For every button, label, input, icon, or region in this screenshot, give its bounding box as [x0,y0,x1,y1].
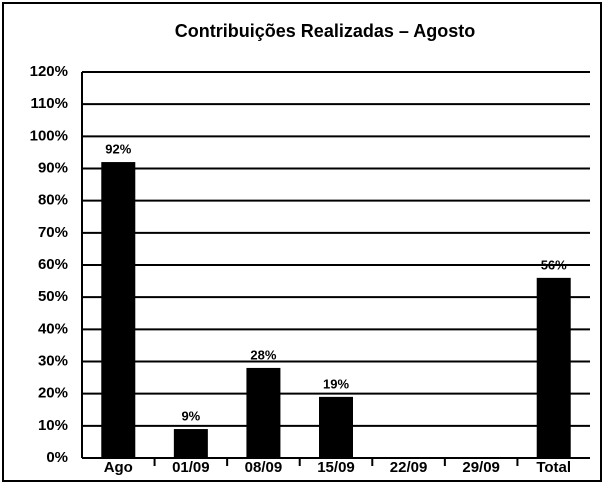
y-tick-label: 50% [38,288,68,305]
y-tick-label: 80% [38,192,68,209]
x-tick-label: Ago [104,459,133,476]
y-tick-label: 20% [38,385,68,402]
y-tick-label: 60% [38,256,68,273]
x-tick-label: 01/09 [172,459,210,476]
chart-title: Contribuições Realizadas – Agosto [175,21,475,41]
y-tick-label: 90% [38,159,68,176]
data-label: 9% [181,408,200,423]
x-tick-label: 08/09 [245,459,283,476]
y-tick-label: 110% [30,95,68,112]
x-tick-label: 15/09 [317,459,355,476]
x-tick-label: Total [536,459,571,476]
y-tick-label: 120% [30,63,68,80]
y-tick-label: 40% [38,320,68,337]
data-label: 56% [541,257,567,272]
bar [173,429,208,458]
y-tick-label: 70% [38,224,68,241]
y-tick-label: 10% [38,417,68,434]
y-tick-label: 100% [30,127,68,144]
bar [246,367,281,458]
x-tick-label: 22/09 [390,459,428,476]
x-tick-label: 29/09 [462,459,500,476]
data-label: 28% [250,347,276,362]
y-tick-label: 0% [46,449,68,466]
bar [101,162,136,459]
bar [319,396,353,458]
data-label: 19% [323,376,349,391]
data-label: 92% [105,142,131,157]
bar [536,277,571,458]
y-tick-label: 30% [38,352,68,369]
